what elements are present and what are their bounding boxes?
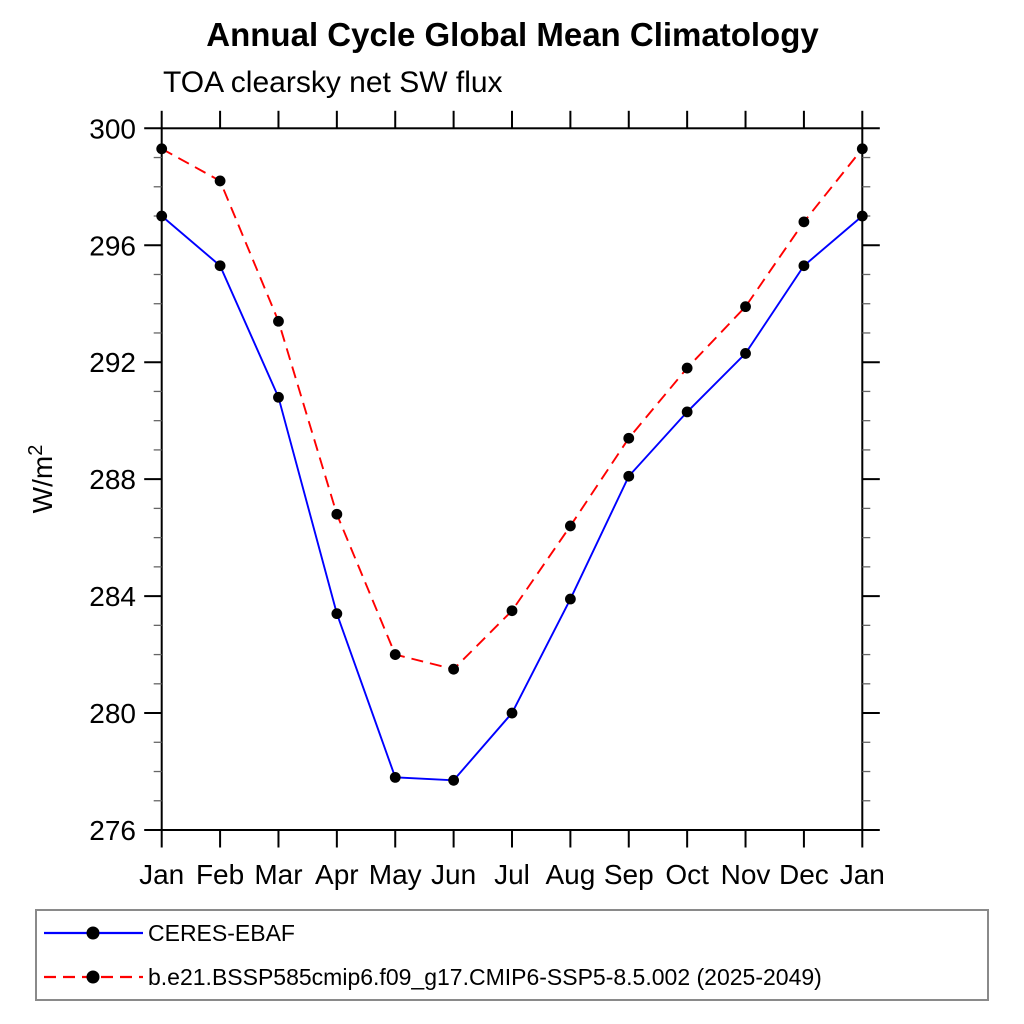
legend-item-model: b.e21.BSSP585cmip6.f09_g17.CMIP6-SSP5-8.… <box>42 962 987 992</box>
x-tick-label: Nov <box>721 859 771 890</box>
data-point-marker <box>681 406 693 418</box>
legend-box: CERES-EBAF b.e21.BSSP585cmip6.f09_g17.CM… <box>35 909 989 1001</box>
data-point-marker <box>156 143 168 155</box>
chart-subtitle: TOA clearsky net SW flux <box>163 66 503 99</box>
data-point-marker <box>681 362 693 374</box>
data-point-marker <box>623 470 635 482</box>
series-line-1 <box>161 147 864 671</box>
series-line-0 <box>161 215 863 782</box>
x-tick-label: Oct <box>665 859 709 890</box>
data-point-marker <box>331 608 343 620</box>
plot-frame <box>160 127 864 832</box>
x-tick-label: Mar <box>254 859 302 890</box>
x-tick-label: Jul <box>494 859 530 890</box>
x-tick-label: Feb <box>196 859 244 890</box>
data-point-marker <box>506 707 518 719</box>
y-tick-label: 296 <box>89 230 136 261</box>
data-series <box>156 143 868 786</box>
data-point-marker <box>856 143 868 155</box>
y-tick-label: 300 <box>89 113 136 144</box>
y-tick-label: 292 <box>89 347 136 378</box>
x-tick-label: Jan <box>139 859 184 890</box>
data-point-marker <box>798 260 810 272</box>
x-tick-label: May <box>369 859 422 890</box>
chart-canvas: Jan Feb Mar Apr May Jun Jul Aug Sep Oct Nov Dec Jan2… <box>25 110 885 890</box>
legend-label-ceres: CERES-EBAF <box>148 919 295 946</box>
x-tick-label: Dec <box>779 859 829 890</box>
data-point-marker <box>156 210 168 222</box>
axis-tick-labels: Jan Feb Mar Apr May Jun Jul Aug Sep Oct Nov Dec Jan2… <box>89 113 885 890</box>
x-tick-label: Jan <box>840 859 885 890</box>
data-point-marker <box>389 649 401 660</box>
y-tick-label: 284 <box>89 581 136 612</box>
data-point-marker <box>448 774 460 786</box>
data-point-marker <box>389 771 401 783</box>
data-point-marker <box>856 210 868 222</box>
x-tick-label: Apr <box>315 859 359 890</box>
data-point-marker <box>273 315 284 327</box>
x-tick-label: Aug <box>545 859 595 890</box>
data-point-marker <box>740 301 751 313</box>
data-point-marker <box>331 508 343 520</box>
chart-title: Annual Cycle Global Mean Climatology <box>206 16 819 53</box>
data-point-marker <box>623 432 635 444</box>
legend-item-ceres: CERES-EBAF <box>42 918 987 948</box>
data-point-marker <box>273 391 284 403</box>
y-tick-label: 280 <box>89 698 136 729</box>
data-point-marker <box>564 520 576 532</box>
data-point-marker <box>448 663 460 675</box>
legend-line-sample-solid <box>44 926 143 940</box>
data-point-marker <box>214 260 226 272</box>
y-tick-label: 288 <box>89 464 136 495</box>
x-tick-label: Sep <box>604 859 654 890</box>
y-axis-title: W/m2 <box>25 445 58 514</box>
legend-line-sample-dashed <box>44 970 143 984</box>
data-point-marker <box>740 348 751 359</box>
data-point-marker <box>506 605 518 617</box>
axis-ticks <box>144 110 880 848</box>
data-point-marker <box>564 593 576 605</box>
y-tick-label: 276 <box>89 815 136 846</box>
data-point-marker <box>214 175 226 187</box>
legend-label-model: b.e21.BSSP585cmip6.f09_g17.CMIP6-SSP5-8.… <box>148 963 822 990</box>
x-tick-label: Jun <box>431 859 476 890</box>
axes-frame <box>160 127 864 832</box>
data-point-marker <box>798 216 810 228</box>
